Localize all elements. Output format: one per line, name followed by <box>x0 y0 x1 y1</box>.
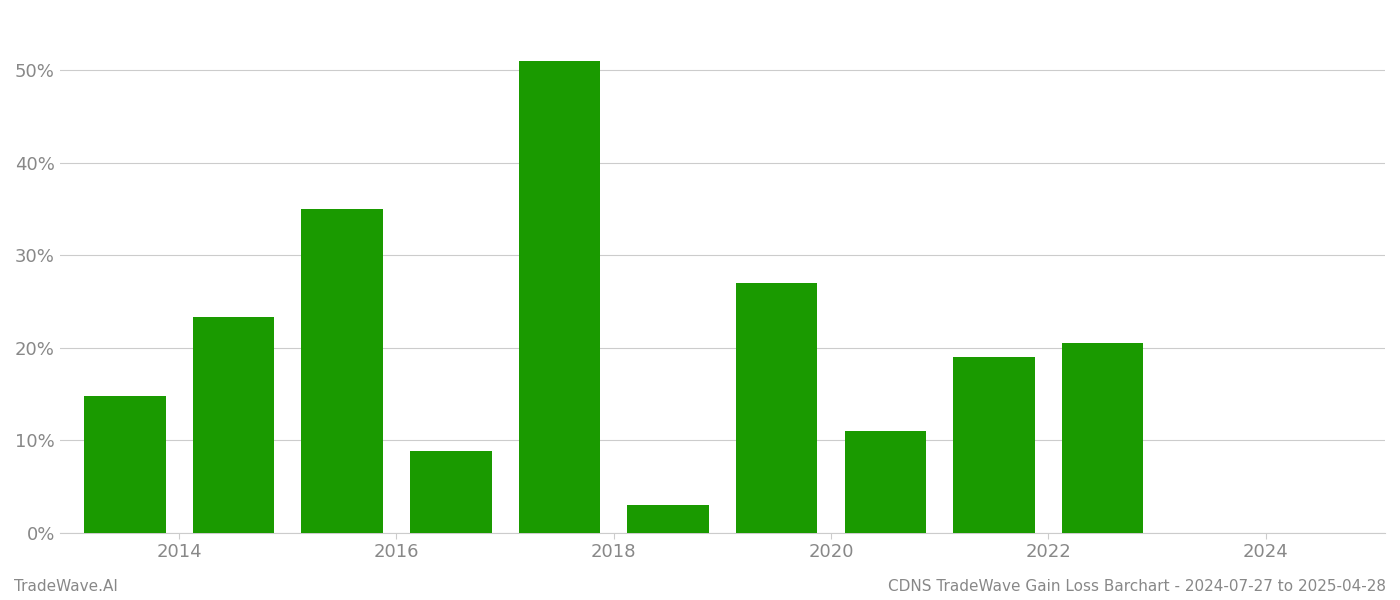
Text: TradeWave.AI: TradeWave.AI <box>14 579 118 594</box>
Bar <box>627 505 708 533</box>
Bar <box>518 61 601 533</box>
Bar <box>301 209 384 533</box>
Bar <box>736 283 818 533</box>
Bar <box>84 396 165 533</box>
Bar <box>953 357 1035 533</box>
Bar <box>844 431 925 533</box>
Bar <box>1061 343 1144 533</box>
Text: CDNS TradeWave Gain Loss Barchart - 2024-07-27 to 2025-04-28: CDNS TradeWave Gain Loss Barchart - 2024… <box>888 579 1386 594</box>
Bar <box>193 317 274 533</box>
Bar <box>410 451 491 533</box>
